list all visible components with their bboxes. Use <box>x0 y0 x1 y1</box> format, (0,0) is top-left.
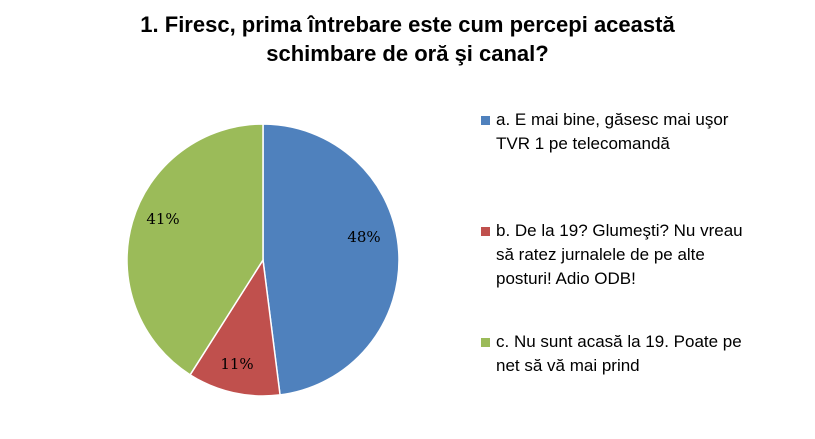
legend-item-a: a. E mai bine, găsesc mai uşor TVR 1 pe t… <box>481 108 811 156</box>
chart-title-line-1: 1. Firesc, prima întrebare este cum perc… <box>140 12 675 37</box>
legend-item-c: c. Nu sunt acasă la 19. Poate pe net să v… <box>481 330 811 378</box>
legend-label-line: TVR 1 pe telecomandă <box>496 134 670 153</box>
pie-slice-label-b: 11% <box>220 355 253 373</box>
legend-label-line: posturi! Adio ODB! <box>496 269 636 288</box>
legend-label-line: să ratez jurnalele de pe alte <box>496 245 705 264</box>
legend-label-b: b. De la 19? Glumeşti? Nu vreau să ratez … <box>496 219 806 291</box>
legend-item-b: b. De la 19? Glumeşti? Nu vreau să ratez … <box>481 219 811 291</box>
legend-label-a: a. E mai bine, găsesc mai uşor TVR 1 pe t… <box>496 108 806 156</box>
legend-swatch-b <box>481 227 490 236</box>
legend-label-line: b. De la 19? Glumeşti? Nu vreau <box>496 221 743 240</box>
pie-slice-b <box>189 257 281 397</box>
legend-label-line: c. Nu sunt acasă la 19. Poate pe <box>496 332 742 351</box>
legend-label-line: a. E mai bine, găsesc mai uşor <box>496 110 729 129</box>
pie-slice-c <box>126 123 264 376</box>
chart-title-line-2: schimbare de oră şi canal? <box>266 41 549 66</box>
chart-title: 1. Firesc, prima întrebare este cum perc… <box>0 10 815 68</box>
pie-slice-label-c: 41% <box>146 210 179 228</box>
pie-slice-label-a: 48% <box>347 228 380 246</box>
legend-label-c: c. Nu sunt acasă la 19. Poate pe net să v… <box>496 330 806 378</box>
pie-slice-labels: 48% 11% 41% <box>146 210 380 373</box>
pie-slices <box>126 123 400 397</box>
pie-slice-a <box>262 123 400 396</box>
legend-label-line: net să vă mai prind <box>496 356 640 375</box>
legend-swatch-a <box>481 116 490 125</box>
legend-swatch-c <box>481 338 490 347</box>
